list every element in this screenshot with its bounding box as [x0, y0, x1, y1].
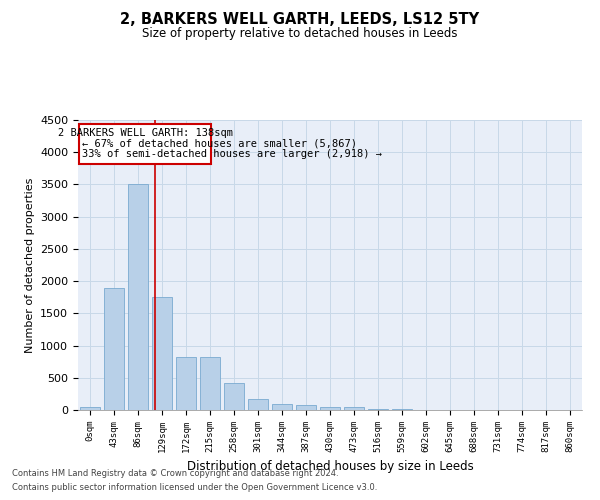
Bar [320, 407, 340, 410]
Bar [80, 408, 100, 410]
FancyBboxPatch shape [79, 124, 211, 164]
Text: ← 67% of detached houses are smaller (5,867): ← 67% of detached houses are smaller (5,… [82, 138, 356, 148]
Text: 2 BARKERS WELL GARTH: 138sqm: 2 BARKERS WELL GARTH: 138sqm [58, 128, 233, 138]
Bar [128, 184, 148, 410]
Bar [152, 297, 172, 410]
Bar [104, 288, 124, 410]
Text: Contains public sector information licensed under the Open Government Licence v3: Contains public sector information licen… [12, 484, 377, 492]
Bar [296, 405, 316, 410]
Bar [200, 357, 220, 410]
Bar [368, 408, 388, 410]
Text: 33% of semi-detached houses are larger (2,918) →: 33% of semi-detached houses are larger (… [82, 149, 382, 159]
Y-axis label: Number of detached properties: Number of detached properties [25, 178, 35, 352]
Bar [272, 404, 292, 410]
Bar [344, 408, 364, 410]
Bar [224, 383, 244, 410]
Bar [248, 399, 268, 410]
Bar [176, 357, 196, 410]
Text: 2, BARKERS WELL GARTH, LEEDS, LS12 5TY: 2, BARKERS WELL GARTH, LEEDS, LS12 5TY [121, 12, 479, 28]
Text: Size of property relative to detached houses in Leeds: Size of property relative to detached ho… [142, 28, 458, 40]
Text: Contains HM Land Registry data © Crown copyright and database right 2024.: Contains HM Land Registry data © Crown c… [12, 468, 338, 477]
X-axis label: Distribution of detached houses by size in Leeds: Distribution of detached houses by size … [187, 460, 473, 473]
